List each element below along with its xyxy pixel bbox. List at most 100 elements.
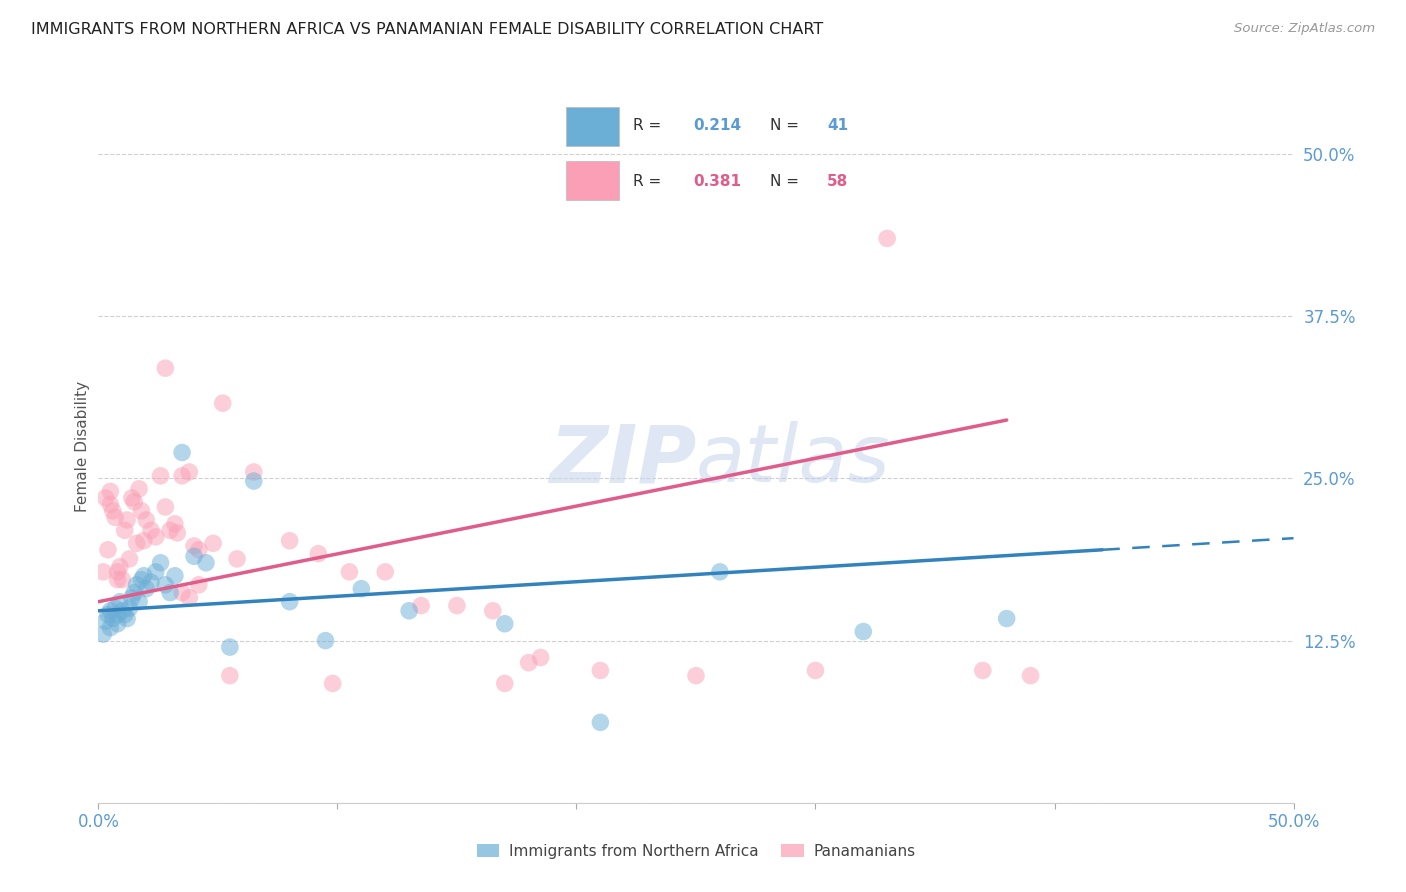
Point (307, 547, 329, 561)
Point (339, 565, 361, 579)
Point (114, 524, 136, 538)
Point (243, 474, 266, 488)
Point (132, 533, 155, 548)
Point (107, 565, 129, 579)
Point (149, 468, 172, 483)
Point (139, 524, 162, 538)
Point (145, 565, 167, 579)
Point (118, 601, 141, 615)
Point (107, 607, 129, 622)
Point (226, 552, 249, 566)
Point (211, 396, 233, 410)
Point (115, 513, 138, 527)
Point (114, 607, 136, 622)
Point (125, 536, 148, 550)
Text: IMMIGRANTS FROM NORTHERN AFRICA VS PANAMANIAN FEMALE DISABILITY CORRELATION CHAR: IMMIGRANTS FROM NORTHERN AFRICA VS PANAM… (31, 22, 823, 37)
Point (172, 585, 194, 599)
Point (202, 536, 225, 550)
Point (91, 565, 114, 579)
Point (517, 656, 540, 670)
Point (494, 616, 516, 631)
Point (145, 530, 167, 544)
Point (589, 715, 612, 730)
Point (107, 616, 129, 631)
Point (107, 573, 129, 587)
Point (135, 582, 157, 596)
Point (530, 650, 553, 665)
Point (94, 491, 117, 505)
Point (132, 568, 155, 582)
Point (187, 578, 209, 592)
Point (104, 510, 127, 524)
Point (163, 568, 186, 582)
Point (97, 542, 120, 557)
Point (101, 611, 124, 625)
Point (98, 621, 122, 635)
Point (135, 513, 157, 527)
Point (481, 604, 505, 618)
Point (709, 565, 731, 579)
Point (125, 578, 148, 592)
Point (589, 664, 612, 678)
Point (411, 599, 433, 613)
Point (278, 595, 301, 609)
Point (131, 573, 153, 587)
Point (172, 468, 194, 483)
Point (195, 556, 218, 570)
Point (91, 627, 114, 641)
Point (179, 465, 201, 479)
Text: Source: ZipAtlas.com: Source: ZipAtlas.com (1234, 22, 1375, 36)
Point (155, 578, 177, 592)
Point (108, 595, 131, 609)
Point (139, 575, 162, 590)
Text: ZIP: ZIP (548, 421, 696, 500)
Point (98, 497, 122, 511)
Point (972, 664, 994, 678)
Point (98, 484, 122, 499)
Point (108, 559, 131, 574)
Point (179, 591, 201, 605)
Point (852, 624, 875, 639)
Y-axis label: Female Disability: Female Disability (75, 380, 90, 512)
Point (111, 604, 134, 618)
Point (104, 601, 127, 615)
Point (131, 504, 153, 518)
Point (155, 500, 177, 514)
Point (124, 585, 146, 599)
Point (97, 607, 120, 622)
Point (804, 664, 827, 678)
Point (278, 533, 301, 548)
Point (183, 549, 205, 564)
Point (685, 668, 707, 682)
Point (350, 582, 373, 596)
Point (155, 361, 177, 376)
Point (876, 231, 898, 245)
Point (322, 676, 344, 690)
Point (159, 585, 181, 599)
Point (172, 445, 194, 459)
Point (166, 525, 188, 540)
Point (187, 542, 209, 557)
Text: atlas: atlas (696, 421, 891, 500)
Point (995, 611, 1018, 625)
Point (121, 491, 143, 505)
Point (494, 676, 516, 690)
Point (124, 495, 146, 509)
Point (183, 539, 205, 553)
Point (149, 556, 172, 570)
Point (115, 611, 138, 625)
Point (163, 516, 186, 531)
Point (128, 595, 150, 609)
Point (159, 524, 181, 538)
Point (94, 614, 117, 628)
Point (446, 599, 468, 613)
Point (118, 552, 141, 566)
Point (398, 604, 420, 618)
Point (98, 604, 122, 618)
Point (111, 573, 134, 587)
Point (374, 565, 396, 579)
Point (121, 591, 143, 605)
Point (101, 504, 124, 518)
Point (243, 465, 266, 479)
Point (219, 640, 242, 654)
